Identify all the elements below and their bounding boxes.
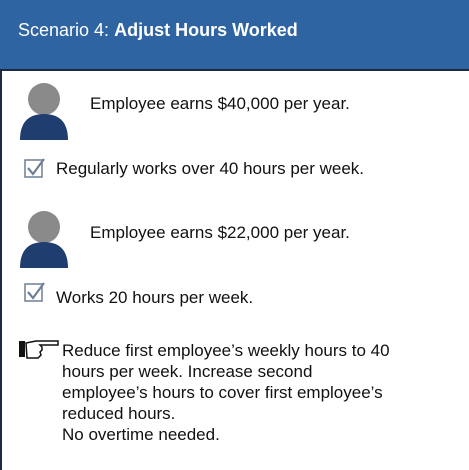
employee-earnings: Employee earns $22,000 per year. xyxy=(90,223,350,242)
employee-earnings: Employee earns $40,000 per year. xyxy=(90,94,350,113)
employee-hours: Works 20 hours per week. xyxy=(56,288,254,307)
header-prefix: Scenario 4: xyxy=(18,20,110,40)
note-text: Reduce first employee’s weekly hours to … xyxy=(62,340,392,445)
person-icon xyxy=(20,83,68,140)
header: Scenario 4: Adjust Hours Worked xyxy=(0,0,469,69)
header-title: Adjust Hours Worked xyxy=(114,20,298,40)
checkbox-icon xyxy=(24,158,45,178)
pointing-hand-icon xyxy=(19,340,59,359)
checkbox-icon xyxy=(24,282,45,302)
note-body: Reduce first employee’s weekly hours to … xyxy=(62,341,390,423)
employee-hours: Regularly works over 40 hours per week. xyxy=(56,159,365,178)
frame xyxy=(0,69,469,470)
note-conclusion: No overtime needed. xyxy=(62,425,220,444)
person-icon xyxy=(20,211,68,268)
